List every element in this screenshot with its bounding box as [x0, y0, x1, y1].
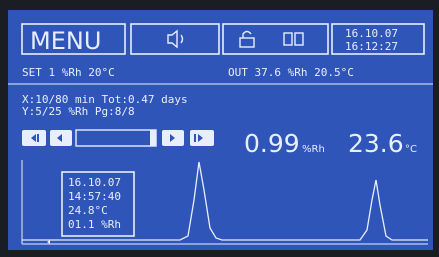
setpoint: SET 1 %Rh 20°C [22, 66, 115, 79]
humidity-value: 0.99 [244, 129, 300, 158]
cursor-date: 16.10.07 [68, 176, 121, 189]
cursor-humidity: 01.1 %Rh [68, 218, 121, 231]
lcd-screen: MENU 16.10.07 16:12:27 SET 1 %Rh 20°C OU… [0, 0, 439, 257]
menu-label: MENU [30, 27, 101, 55]
time: 16:12:27 [345, 40, 398, 53]
cursor-temperature: 24.8°C [68, 204, 108, 217]
scroll-thumb [150, 130, 156, 146]
humidity-unit: %Rh [302, 144, 325, 155]
cursor-time: 14:57:40 [68, 190, 121, 203]
temperature-value: 23.6 [348, 129, 404, 158]
date: 16.10.07 [345, 27, 398, 40]
y-scale-info: Y:5/25 %Rh Pg:8/8 [22, 105, 135, 118]
temperature-unit: °C [405, 144, 417, 155]
output: OUT 37.6 %Rh 20.5°C [228, 66, 354, 79]
